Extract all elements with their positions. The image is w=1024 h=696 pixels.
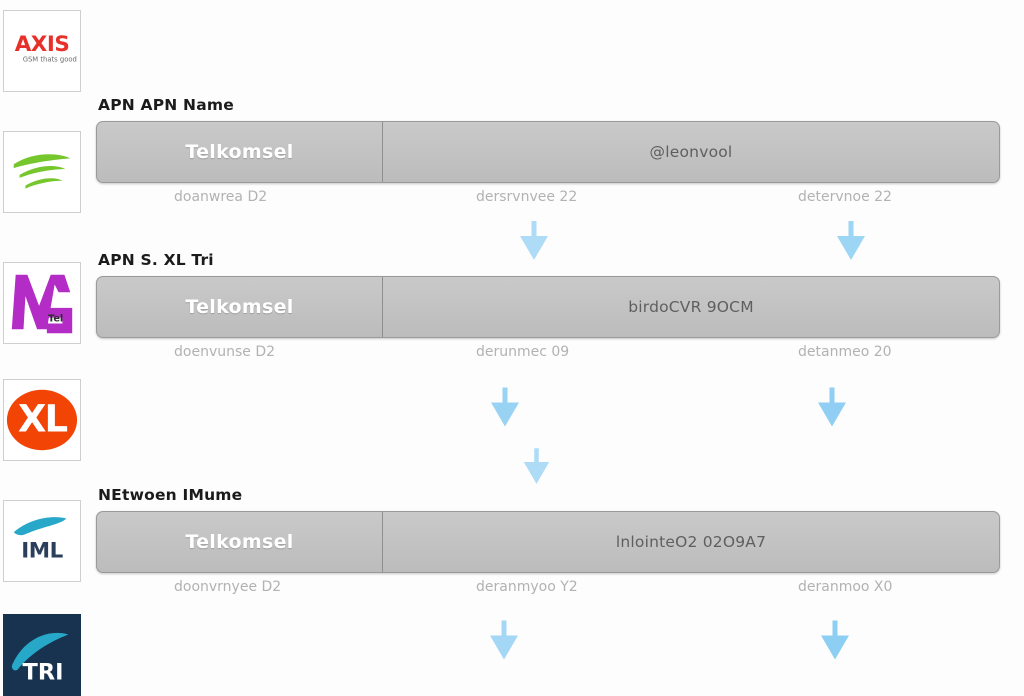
bar-left-segment[interactable]: Telkomsel (97, 512, 383, 572)
apn-section-2: NEtwoen IMume Telkomsel lnlointeO2 02O9A… (96, 486, 1000, 605)
svg-text:Tel: Tel (48, 314, 63, 325)
svg-text:IML: IML (21, 539, 63, 564)
arrow-down-icon (834, 219, 868, 263)
im3-logo: IML (4, 501, 80, 581)
indosat-logo-tile[interactable] (3, 131, 81, 213)
indosat-logo (4, 132, 80, 212)
caption: deranmoo X0 (798, 579, 893, 595)
apn-section-0: APN APN Name Telkomsel @leonvool doanwre… (96, 96, 1000, 215)
arrow-down-icon (487, 618, 521, 663)
tri-logo: TRI (4, 615, 80, 695)
caption: doanwrea D2 (174, 189, 268, 205)
operator-logo-rail: AXIS GSM thats good Tel XL (0, 0, 86, 696)
apn-section-1: APN S. XL Tri Telkomsel birdoCVR 9OCM do… (96, 251, 1000, 370)
operator-bar[interactable]: Telkomsel @leonvool (96, 121, 1000, 183)
caption: detervnoe 22 (798, 189, 892, 205)
svg-text:XL: XL (18, 398, 68, 441)
mentari-logo: Tel (4, 263, 80, 343)
bar-captions: doonvrnyee D2 deranmyoo Y2 deranmoo X0 (96, 579, 1000, 605)
svg-text:GSM thats good: GSM thats good (23, 56, 77, 64)
arrow-down-icon (521, 446, 552, 487)
xl-logo-tile[interactable]: XL (3, 379, 81, 461)
mentari-logo-tile[interactable]: Tel (3, 262, 81, 344)
bar-left-segment[interactable]: Telkomsel (97, 122, 383, 182)
caption: doenvunse D2 (174, 344, 276, 360)
arrow-down-icon (818, 618, 852, 663)
im3-logo-tile[interactable]: IML (3, 500, 81, 582)
caption: derunmec 09 (476, 344, 570, 360)
tri-logo-tile[interactable]: TRI (3, 614, 81, 696)
axis-logo: AXIS GSM thats good (4, 11, 80, 91)
svg-text:AXIS: AXIS (15, 32, 70, 57)
operator-bar[interactable]: Telkomsel birdoCVR 9OCM (96, 276, 1000, 338)
svg-text:TRI: TRI (23, 659, 64, 685)
xl-logo: XL (4, 380, 80, 460)
bar-left-label: Telkomsel (185, 531, 294, 553)
caption: dersrvnvee 22 (476, 189, 578, 205)
caption: doonvrnyee D2 (174, 579, 282, 595)
section-title: APN S. XL Tri (98, 251, 214, 269)
operator-bar[interactable]: Telkomsel lnlointeO2 02O9A7 (96, 511, 1000, 573)
bar-captions: doanwrea D2 dersrvnvee 22 detervnoe 22 (96, 189, 1000, 215)
axis-logo-tile[interactable]: AXIS GSM thats good (3, 10, 81, 92)
bar-right-segment[interactable]: @leonvool (383, 122, 999, 182)
bar-right-label: lnlointeO2 02O9A7 (615, 533, 767, 551)
bar-right-segment[interactable]: lnlointeO2 02O9A7 (383, 512, 999, 572)
bar-right-label: @leonvool (649, 143, 733, 161)
arrow-down-icon (488, 385, 522, 430)
caption: deranmyoo Y2 (476, 579, 578, 595)
bar-right-segment[interactable]: birdoCVR 9OCM (383, 277, 999, 337)
arrow-down-icon (815, 385, 849, 430)
section-title: APN APN Name (98, 96, 234, 114)
caption: detanmeo 20 (798, 344, 892, 360)
arrow-down-icon (517, 219, 551, 263)
bar-captions: doenvunse D2 derunmec 09 detanmeo 20 (96, 344, 1000, 370)
bar-left-label: Telkomsel (185, 141, 294, 163)
bar-left-segment[interactable]: Telkomsel (97, 277, 383, 337)
bar-left-label: Telkomsel (185, 296, 294, 318)
section-title: NEtwoen IMume (98, 486, 243, 504)
bar-right-label: birdoCVR 9OCM (628, 298, 754, 316)
